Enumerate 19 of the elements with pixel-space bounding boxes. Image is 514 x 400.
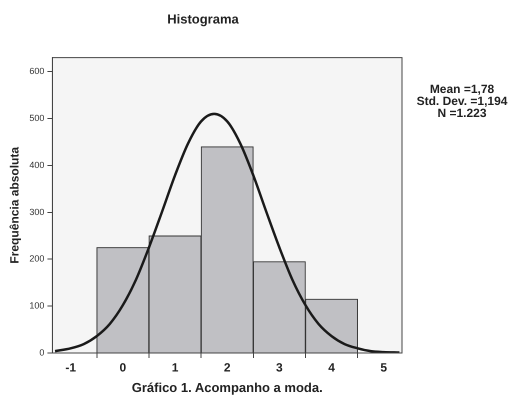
y-tick-label: 200 — [29, 254, 44, 264]
y-tick-label: 500 — [29, 113, 44, 124]
chart-title: Histograma — [167, 11, 240, 26]
x-tick-label: 0 — [120, 360, 127, 375]
x-tick-label: -1 — [65, 360, 76, 375]
y-tick-label: 100 — [29, 300, 44, 311]
x-axis-title: Gráfico 1. Acompanho a moda. — [132, 380, 323, 395]
x-tick-label: 2 — [224, 360, 231, 375]
text: Mean =1,78 Std. Dev. =1,194 N =1.223 — [416, 82, 508, 120]
x-tick-label: 4 — [328, 360, 336, 375]
x-tick-label: 3 — [276, 360, 284, 375]
line-series — [54, 112, 401, 353]
y-tick-label: 0 — [39, 347, 44, 358]
y-axis-title: Frequência absoluta — [8, 146, 22, 264]
y-tick-label: 600 — [29, 66, 44, 76]
x-tick-label: 1 — [172, 360, 179, 375]
y-tick-label: 400 — [29, 160, 44, 170]
x-tick-label: 5 — [380, 360, 388, 375]
y-tick-label: 300 — [29, 206, 44, 217]
